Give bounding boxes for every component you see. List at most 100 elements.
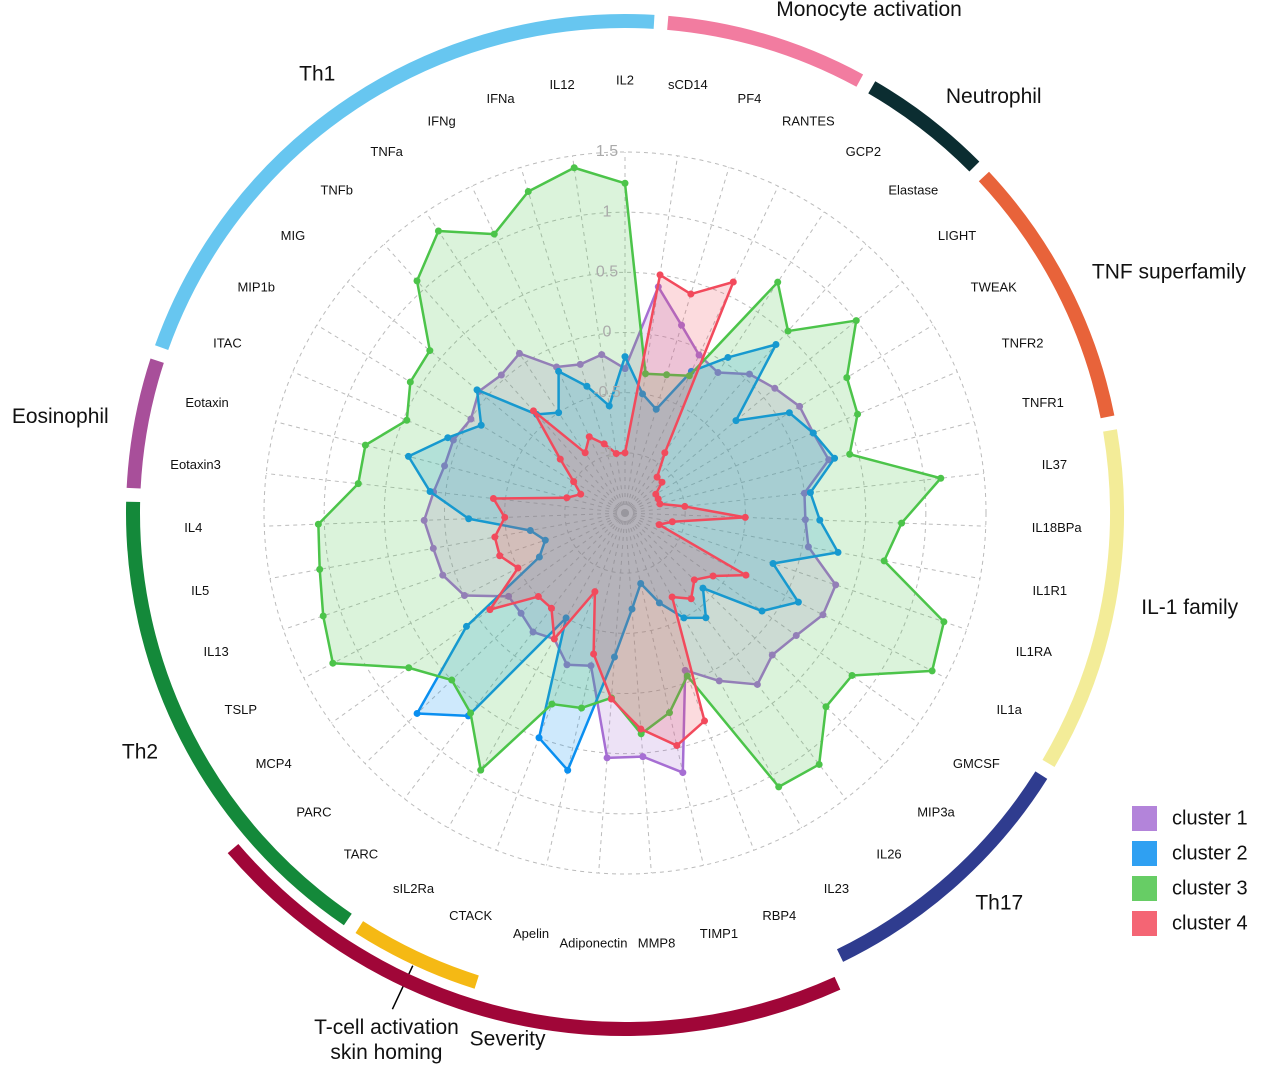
data-point bbox=[741, 513, 749, 521]
data-point bbox=[661, 449, 669, 457]
data-point bbox=[361, 441, 369, 449]
data-point bbox=[491, 533, 499, 541]
category-label: TNFR2 bbox=[1002, 335, 1044, 350]
data-point bbox=[329, 659, 337, 667]
data-point bbox=[621, 179, 629, 187]
data-point bbox=[448, 676, 456, 684]
group-arc bbox=[227, 844, 841, 1036]
data-point bbox=[413, 709, 421, 717]
category-label: IL1RA bbox=[1016, 644, 1052, 659]
data-point bbox=[831, 454, 839, 462]
group-arc bbox=[1042, 429, 1124, 767]
category-label: IL5 bbox=[191, 583, 209, 598]
data-point bbox=[796, 402, 804, 410]
data-point bbox=[665, 709, 673, 717]
data-point bbox=[771, 384, 779, 392]
data-point bbox=[940, 618, 948, 626]
data-point bbox=[656, 271, 664, 279]
data-point bbox=[753, 680, 761, 688]
data-point bbox=[702, 614, 710, 622]
data-point bbox=[685, 372, 693, 380]
data-point bbox=[462, 622, 470, 630]
data-point bbox=[603, 754, 611, 762]
data-point bbox=[687, 595, 695, 603]
data-point bbox=[405, 664, 413, 672]
data-point bbox=[678, 321, 686, 329]
data-point bbox=[515, 349, 523, 357]
category-label: IL1a bbox=[997, 702, 1023, 717]
data-point bbox=[801, 516, 809, 524]
data-point bbox=[792, 632, 800, 640]
data-point bbox=[441, 462, 449, 470]
legend-label: cluster 2 bbox=[1172, 842, 1248, 864]
data-point bbox=[535, 553, 543, 561]
legend-label: cluster 4 bbox=[1172, 912, 1248, 934]
data-point bbox=[683, 672, 691, 680]
data-point bbox=[639, 390, 647, 398]
grid-circle bbox=[504, 392, 746, 634]
category-label: MCP4 bbox=[256, 756, 292, 771]
data-point bbox=[714, 368, 722, 376]
data-point bbox=[637, 725, 645, 733]
data-point bbox=[497, 371, 505, 379]
category-label: ITAC bbox=[213, 335, 242, 350]
data-point bbox=[819, 611, 827, 619]
category-label: IFNa bbox=[486, 91, 515, 106]
grid-circle bbox=[263, 151, 987, 875]
data-point bbox=[816, 516, 824, 524]
data-point bbox=[547, 604, 555, 612]
data-point bbox=[591, 588, 599, 596]
category-label: GCP2 bbox=[846, 144, 881, 159]
data-point bbox=[732, 417, 740, 425]
legend-label: cluster 3 bbox=[1172, 877, 1248, 899]
data-point bbox=[316, 565, 324, 573]
data-point bbox=[526, 526, 534, 534]
leader-line bbox=[391, 965, 414, 1010]
data-point bbox=[846, 450, 854, 458]
data-point bbox=[473, 386, 481, 394]
group-label: T-cell activation skin homing bbox=[314, 1015, 459, 1063]
category-label: PARC bbox=[296, 804, 331, 819]
data-point bbox=[774, 278, 782, 286]
data-point bbox=[577, 490, 585, 498]
data-point bbox=[434, 227, 442, 235]
data-point bbox=[486, 606, 494, 614]
grid-circle bbox=[383, 271, 867, 755]
data-point bbox=[600, 440, 608, 448]
data-point bbox=[548, 700, 556, 708]
data-point bbox=[652, 405, 660, 413]
data-point bbox=[673, 742, 681, 750]
data-point bbox=[467, 415, 475, 423]
legend-label: cluster 1 bbox=[1172, 807, 1248, 829]
group-label: Th1 bbox=[299, 63, 335, 86]
data-point bbox=[658, 478, 666, 486]
category-label: MIP1b bbox=[237, 279, 275, 294]
group-label: Severity bbox=[470, 1028, 546, 1051]
data-point bbox=[681, 502, 689, 510]
data-point bbox=[610, 653, 618, 661]
data-point bbox=[403, 416, 411, 424]
category-label: PF4 bbox=[738, 91, 762, 106]
legend-swatch bbox=[1132, 911, 1157, 936]
data-point bbox=[581, 449, 589, 457]
data-point bbox=[477, 421, 485, 429]
data-point bbox=[815, 760, 823, 768]
data-point bbox=[822, 703, 830, 711]
data-point bbox=[477, 766, 485, 774]
category-label: IL1R1 bbox=[1032, 583, 1067, 598]
data-point bbox=[517, 609, 525, 617]
data-point bbox=[621, 365, 629, 373]
data-point bbox=[695, 351, 703, 359]
legend-swatch bbox=[1132, 876, 1157, 901]
data-point bbox=[621, 353, 629, 361]
category-label: IL23 bbox=[824, 881, 849, 896]
y-tick-label: 1.5 bbox=[596, 143, 618, 160]
data-point bbox=[898, 519, 906, 527]
data-point bbox=[590, 650, 598, 658]
data-point bbox=[641, 370, 649, 378]
data-point bbox=[550, 635, 558, 643]
data-point bbox=[729, 278, 737, 286]
data-point bbox=[715, 677, 723, 685]
data-point bbox=[449, 436, 457, 444]
